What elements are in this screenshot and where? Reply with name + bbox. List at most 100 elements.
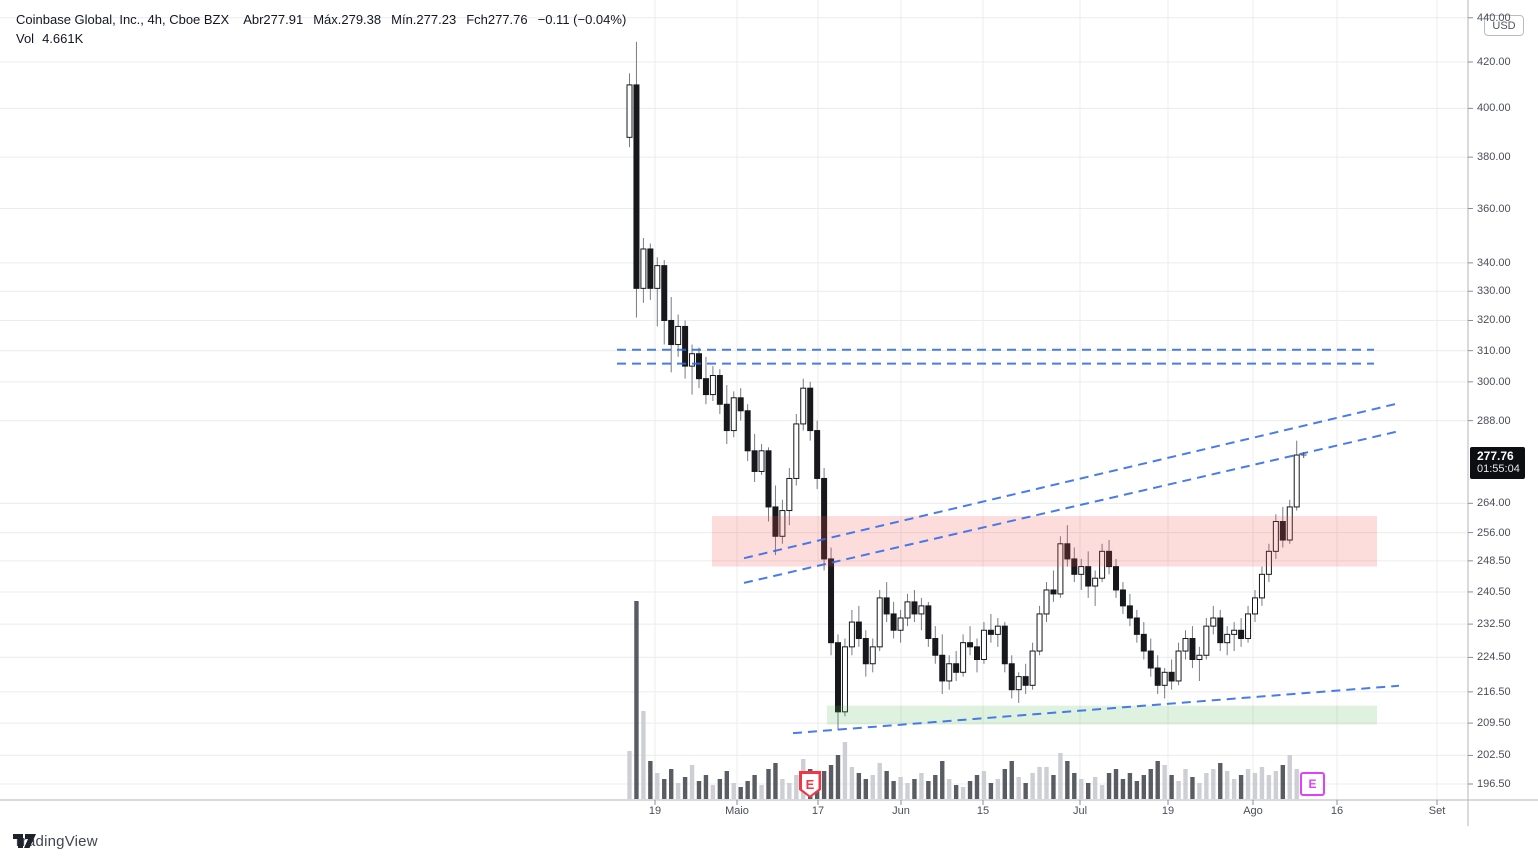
volume-bar: [780, 779, 785, 799]
candle-body: [821, 477, 828, 560]
symbol-title[interactable]: Coinbase Global, Inc., 4h, Cboe BZX: [16, 12, 230, 27]
volume-bar: [1273, 771, 1279, 799]
volume-bar: [905, 783, 910, 799]
earnings-marker-upcoming[interactable]: E: [1300, 772, 1325, 796]
price-axis-label: 380.00: [1477, 151, 1511, 164]
price-axis-label: 232.50: [1477, 618, 1511, 631]
volume-bar: [794, 775, 799, 799]
price-axis-label: 202.50: [1477, 749, 1511, 762]
candle-body: [716, 375, 723, 405]
price-axis-label: 216.50: [1477, 685, 1511, 698]
volume-legend: Vol 4.661K: [16, 31, 83, 46]
volume-bar: [717, 779, 723, 799]
candle-body: [1245, 613, 1252, 640]
volume-bar: [1009, 761, 1014, 799]
volume-bar: [703, 775, 709, 799]
candle-body: [883, 597, 890, 615]
candle-body: [1036, 613, 1043, 652]
candle-body: [1217, 617, 1224, 644]
candle-body: [994, 625, 1001, 635]
volume-bar: [842, 742, 848, 799]
volume-bar: [1259, 767, 1265, 799]
volume-bar: [974, 775, 980, 799]
candle-body: [647, 248, 654, 289]
candle-body: [841, 646, 848, 713]
earnings-marker-reported[interactable]: E: [799, 771, 821, 798]
candle-body: [793, 423, 800, 479]
last-price-value: 277.76: [1477, 449, 1514, 464]
volume-bar: [1245, 769, 1251, 799]
candle-body: [675, 325, 682, 346]
candle-body: [744, 410, 751, 452]
candle-body: [1210, 617, 1217, 627]
volume-bar: [926, 781, 931, 799]
price-axis-label: 240.50: [1477, 585, 1511, 598]
volume-bar: [1266, 775, 1272, 799]
time-axis-label: Maio: [725, 805, 749, 817]
volume-bar: [877, 763, 882, 799]
volume-bar: [1218, 763, 1223, 799]
volume-bar: [787, 783, 792, 799]
candle-body: [807, 387, 814, 432]
candle-body: [1050, 589, 1057, 595]
candle-body: [855, 621, 862, 640]
volume-bar: [933, 775, 938, 799]
price-axis-label: 310.00: [1477, 344, 1511, 357]
candle-body: [1168, 671, 1175, 682]
legend-close: Fch 277.76: [466, 12, 528, 27]
candle-body: [953, 663, 960, 673]
volume-bar: [675, 783, 681, 799]
candle-body: [932, 638, 939, 656]
volume-bar: [655, 773, 660, 799]
currency-button[interactable]: USD: [1484, 15, 1524, 36]
candle-body: [1154, 667, 1161, 686]
volume-bar: [828, 765, 834, 799]
candle-body: [1133, 617, 1140, 635]
legend-change: −0.11 (−0.04%): [537, 12, 627, 27]
volume-bar: [891, 781, 896, 799]
candle-body: [689, 353, 696, 367]
candle-body: [987, 629, 994, 635]
price-axis-label: 209.50: [1477, 717, 1511, 730]
candle-body: [1196, 654, 1203, 660]
volume-bar: [947, 779, 952, 799]
candle-body: [668, 319, 675, 346]
candle-body: [1279, 521, 1286, 541]
tradingview-logo-icon: [13, 834, 36, 848]
candle-body: [967, 642, 974, 648]
volume-bar: [1148, 769, 1153, 799]
volume-bar: [1204, 773, 1209, 799]
price-axis-label: 224.50: [1477, 651, 1511, 664]
volume-bar: [1211, 769, 1216, 799]
price-axis-label: 400.00: [1477, 102, 1511, 115]
candle-body: [814, 430, 821, 479]
resistance-zone: [712, 516, 1377, 567]
volume-bar: [731, 783, 736, 799]
symbol-legend[interactable]: Coinbase Global, Inc., 4h, Cboe BZX Abr 2…: [16, 12, 626, 27]
time-axis-label: 19: [1161, 805, 1175, 817]
volume-bar: [752, 775, 757, 799]
volume-label: Vol: [16, 31, 35, 46]
time-axis-label: 16: [1330, 805, 1344, 817]
candle-body: [1092, 577, 1099, 587]
volume-bar: [1134, 781, 1140, 799]
candle-body: [1071, 558, 1078, 575]
volume-bar: [696, 781, 702, 799]
last-price-label: 277.76 01:55:04: [1470, 447, 1525, 480]
candle-body: [835, 642, 841, 713]
volume-bar: [1065, 761, 1070, 799]
tradingview-attribution[interactable]: TradingView: [13, 833, 98, 850]
volume-bar: [1099, 785, 1105, 799]
candle-body: [1022, 676, 1029, 686]
candle-body: [1029, 650, 1036, 686]
candle-body: [1015, 676, 1022, 691]
volume-bar: [1120, 779, 1126, 799]
candle-body: [800, 387, 807, 425]
price-axis-label: 420.00: [1477, 56, 1511, 68]
volume-bar: [1058, 753, 1063, 799]
volume-bar: [1072, 773, 1077, 799]
candle-body: [876, 597, 883, 648]
candle-body: [1203, 625, 1210, 656]
time-axis-label: 17: [811, 805, 825, 817]
